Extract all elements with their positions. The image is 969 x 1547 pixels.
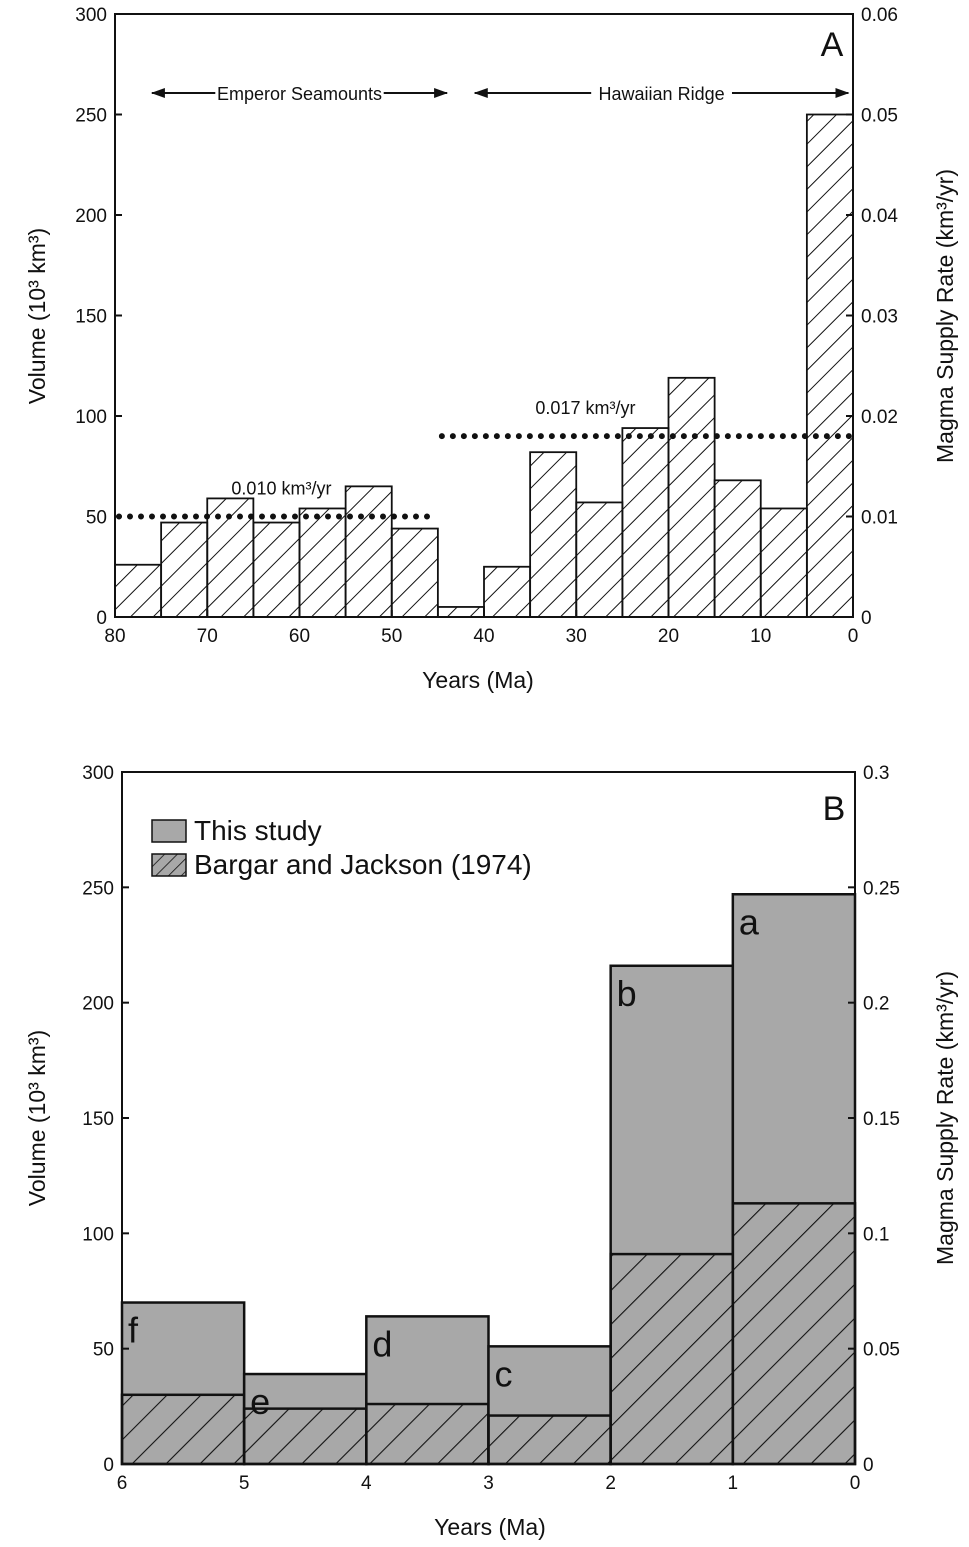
- panel-a-bar: [252, 521, 301, 618]
- panel-a-y-tick-label: 200: [75, 206, 107, 227]
- panel-b-y-tick-label: 200: [82, 994, 114, 1015]
- panel-a-y-right-tick-label: 0.04: [861, 206, 898, 227]
- panel-a-bar: [805, 113, 854, 618]
- panel-b-legend: This study Bargar and Jackson (1974): [151, 815, 532, 880]
- panel-b-bars: f e d c b a: [120, 893, 857, 1466]
- panel-a-rate-label: 0.017 km³/yr: [535, 398, 635, 418]
- panel-a-y-tick-label: 0: [96, 608, 107, 629]
- panel-b-bar-bargar-jackson: [487, 1414, 612, 1466]
- panel-a-x-tick-label: 60: [289, 626, 310, 647]
- panel-a-y-axis-title: Volume (10³ km³): [24, 228, 50, 404]
- panel-b-letter: B: [823, 790, 846, 828]
- panel-a-y-tick-label: 50: [86, 508, 107, 529]
- panel-a-y-right-tick-label: 0.02: [861, 407, 898, 428]
- panel-a-rate-lines: 0.010 km³/yr 0.017 km³/yr: [116, 398, 854, 520]
- panel-b-y-tick-label: 150: [82, 1109, 114, 1130]
- panel-a-range-label: Hawaiian Ridge: [599, 84, 725, 104]
- panel-b-bar-label: b: [617, 973, 637, 1014]
- panel-a-x-tick-label: 30: [566, 626, 587, 647]
- panel-b-y-tick-label: 0: [103, 1455, 114, 1476]
- panel-a-bar: [575, 501, 624, 618]
- panel-a-bar: [436, 606, 485, 618]
- panel-a-x-tick-label: 0: [848, 626, 859, 647]
- legend-label-this-study: This study: [194, 815, 322, 846]
- panel-a-bar: [344, 485, 393, 618]
- panel-a-y-right-tick-label: 0.03: [861, 307, 898, 328]
- panel-a-bar: [390, 527, 439, 618]
- panel-a-x-tick-label: 10: [750, 626, 771, 647]
- panel-a-letter: A: [821, 26, 844, 64]
- panel-a-range-arrows: Emperor Seamounts Hawaiian Ridge: [150, 84, 850, 104]
- panel-b-bar-label: f: [128, 1310, 139, 1351]
- panel-b-y-right-tick-label: 0.3: [863, 763, 889, 784]
- panel-a-x-tick-label: 50: [381, 626, 402, 647]
- panel-b-x-tick-label: 2: [605, 1473, 616, 1494]
- panel-b-y-tick-label: 300: [82, 763, 114, 784]
- panel-b-y-right-tick-label: 0.05: [863, 1340, 900, 1361]
- panel-b-x-tick-label: 5: [239, 1473, 250, 1494]
- panel-a-y-tick-label: 150: [75, 307, 107, 328]
- panel-b-y-right-tick-label: 0: [863, 1455, 874, 1476]
- panel-b-y-right-tick-label: 0.1: [863, 1224, 889, 1245]
- panel-a-x-axis-title: Years (Ma): [422, 667, 534, 693]
- panel-b-bar-label: a: [739, 901, 760, 942]
- panel-a-y-tick-label: 250: [75, 106, 107, 127]
- panel-b-bar-bargar-jackson: [120, 1393, 246, 1466]
- panel-b-x-tick-label: 3: [483, 1473, 494, 1494]
- panel-a-bar: [667, 376, 716, 618]
- panel-b-bar-bargar-jackson: [365, 1402, 490, 1466]
- panel-b-y-tick-label: 100: [82, 1224, 114, 1245]
- panel-a-bar: [759, 507, 808, 618]
- legend-swatch-this-study: [151, 819, 187, 843]
- panel-a-y-tick-label: 100: [75, 407, 107, 428]
- panel-a-y-right-tick-label: 0.01: [861, 508, 898, 529]
- panel-b-x-axis-title: Years (Ma): [434, 1514, 546, 1540]
- panel-b-right-axis-title: Magma Supply Rate (km³/yr): [932, 971, 958, 1265]
- panel-b-bar-bargar-jackson: [609, 1252, 735, 1466]
- panel-a-right-axis-title: Magma Supply Rate (km³/yr): [932, 169, 958, 463]
- panel-a-bar: [621, 427, 670, 618]
- panel-a-y-right-tick-label: 0: [861, 608, 872, 629]
- panel-b-y-right-tick-label: 0.25: [863, 878, 900, 899]
- panel-a-range-label: Emperor Seamounts: [217, 84, 382, 104]
- panel-a-x-tick-label: 70: [197, 626, 218, 647]
- panel-b-x-tick-label: 0: [850, 1473, 861, 1494]
- panel-a-bars: [114, 113, 854, 618]
- panel-b-y-axis-title: Volume (10³ km³): [24, 1030, 50, 1206]
- panel-a-bar: [114, 563, 163, 618]
- panel-b-bar-label: e: [250, 1381, 270, 1422]
- panel-b-x-tick-label: 4: [361, 1473, 372, 1494]
- panel-a-y-tick-label: 300: [75, 5, 107, 26]
- panel-a-y-right-tick-label: 0.05: [861, 106, 898, 127]
- panel-b-y-right-tick-label: 0.15: [863, 1109, 900, 1130]
- panel-b-x-tick-label: 1: [728, 1473, 739, 1494]
- panel-a-y-right-tick-label: 0.06: [861, 5, 898, 26]
- panel-a-x-tick-label: 80: [104, 626, 125, 647]
- panel-a-bar: [713, 479, 762, 618]
- panel-a-bar: [160, 521, 209, 618]
- panel-b-x-tick-label: 6: [117, 1473, 128, 1494]
- panel-b-bar-label: d: [372, 1323, 392, 1364]
- panel-b-y-tick-label: 250: [82, 878, 114, 899]
- panel-a-x-tick-label: 20: [658, 626, 679, 647]
- panel-a-bar: [529, 451, 578, 618]
- panel-b-y-right-tick-label: 0.2: [863, 994, 889, 1015]
- panel-b-y-tick-label: 50: [93, 1340, 114, 1361]
- panel-a-bar: [483, 565, 532, 618]
- legend-label-bargar-jackson: Bargar and Jackson (1974): [194, 849, 532, 880]
- panel-a-chart: 0.010 km³/yr 0.017 km³/yr Emperor Seamoun…: [24, 5, 958, 693]
- panel-a-bar: [298, 507, 347, 618]
- panel-b-bar-bargar-jackson: [242, 1407, 368, 1466]
- legend-swatch-bargar-jackson: [151, 853, 187, 877]
- panel-a-rate-label: 0.010 km³/yr: [231, 479, 331, 499]
- panel-a-x-tick-label: 40: [473, 626, 494, 647]
- panel-b-bar-bargar-jackson: [731, 1202, 857, 1466]
- panel-b-bar-label: c: [495, 1353, 513, 1394]
